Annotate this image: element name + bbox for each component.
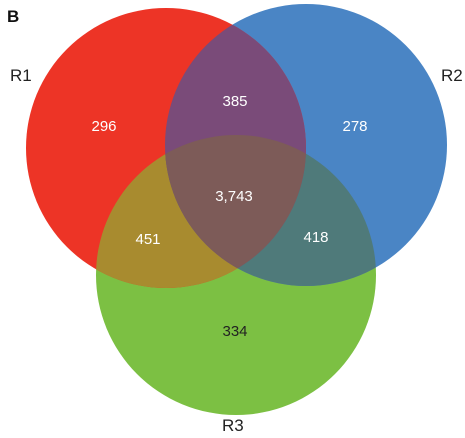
count-r1-r2: 385: [222, 93, 247, 110]
set-label-r2: R2: [441, 66, 463, 85]
set-label-r3: R3: [222, 416, 244, 435]
count-r1-r3: 451: [135, 231, 160, 248]
set-label-r1: R1: [10, 66, 32, 85]
count-r1-only: 296: [91, 118, 116, 135]
count-r2-only: 278: [342, 118, 367, 135]
count-r2-r3: 418: [303, 229, 328, 246]
count-r3-only: 334: [222, 323, 247, 340]
count-r1-r2-r3: 3,743: [215, 188, 253, 205]
panel-label: B: [7, 7, 19, 26]
